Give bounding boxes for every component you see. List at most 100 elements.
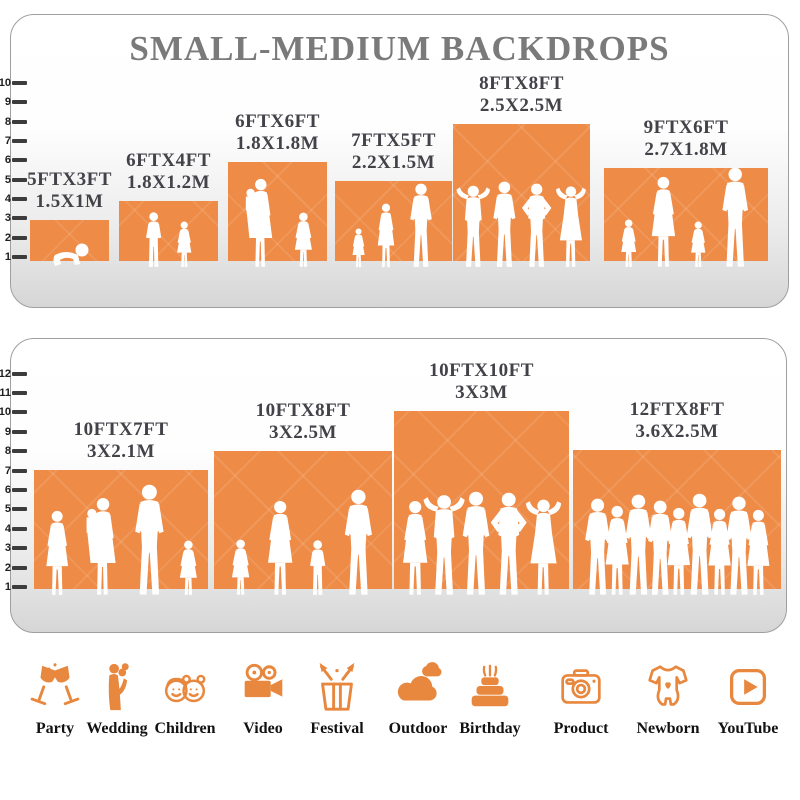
- category-party: Party: [7, 660, 103, 738]
- man-silhouette: [404, 183, 438, 268]
- size-feet: 5FTX3FT: [27, 169, 112, 190]
- backdrop-panel-medium-large: 10FTX7FT 3X2.1M 10FTX8FT 3X2.5M 10FTX10FT 3X3…: [10, 338, 787, 633]
- ruler-tick: [12, 139, 27, 144]
- party-icon: [7, 660, 103, 716]
- size-feet: 6FTX6FT: [235, 111, 320, 132]
- people-silhouettes: [604, 167, 768, 268]
- woman-holding-baby-silhouette: [238, 178, 280, 268]
- size-feet: 10FTX8FT: [255, 400, 351, 421]
- size-feet: 6FTX4FT: [126, 150, 211, 171]
- people-silhouettes: [394, 491, 569, 596]
- ruler-tick-label: 7: [4, 464, 11, 477]
- category-label: Wedding: [86, 720, 148, 737]
- children-icon: [137, 660, 233, 716]
- backdrop-size-label: 10FTX8FT 3X2.5M: [256, 400, 351, 444]
- girl-silhouette: [290, 212, 317, 268]
- category-label: Children: [154, 720, 216, 737]
- ruler-tick: [12, 371, 27, 376]
- ruler-tick-label: 1: [4, 251, 11, 263]
- ruler-tick: [12, 197, 27, 201]
- ruler-tick-label: 9: [4, 425, 11, 438]
- size-feet: 10FTX7FT: [73, 419, 169, 440]
- backdrop-size-label: 6FTX4FT 1.8X1.2M: [126, 150, 211, 194]
- ruler-tick: [12, 449, 27, 454]
- ruler-tick: [12, 100, 27, 105]
- backdrop-size-label: 7FTX5FT 2.2X1.5M: [351, 130, 436, 174]
- woman-silhouette: [741, 509, 776, 596]
- ruler-tick-label: 6: [4, 484, 11, 496]
- size-meters: 3X2.5M: [269, 422, 337, 443]
- size-meters: 3X2.1M: [87, 441, 155, 462]
- youtube-icon: [700, 660, 796, 716]
- man-silhouette: [337, 489, 380, 596]
- category-festival: Festival: [289, 660, 385, 738]
- ruler-tick: [12, 410, 27, 415]
- backdrop-size-label: 10FTX10FT 3X3M: [429, 360, 534, 404]
- size-feet: 8FTX8FT: [479, 73, 564, 94]
- ruler-tick-label: 3: [4, 212, 11, 225]
- ruler-tick-label: 7: [4, 135, 11, 148]
- girl-silhouette: [687, 221, 709, 268]
- category-youtube: YouTube: [700, 660, 796, 738]
- ruler-tick: [12, 507, 27, 512]
- ruler-tick: [12, 255, 27, 259]
- ruler-tick-label: 6: [4, 154, 11, 167]
- ruler-tick-label: 8: [4, 445, 11, 458]
- category-wedding: Wedding: [69, 660, 165, 738]
- woman-silhouette: [645, 176, 682, 268]
- category-product: Product: [533, 660, 629, 738]
- woman-arms-up-silhouette: [551, 185, 591, 268]
- category-label: YouTube: [717, 720, 779, 737]
- ruler-tick: [12, 429, 27, 434]
- ruler-tick-label: 4: [4, 193, 11, 205]
- woman-holding-baby-silhouette: [78, 497, 124, 596]
- category-children: Children: [137, 660, 233, 738]
- backdrop-size-label: 5FTX3FT 1.5X1M: [27, 169, 112, 213]
- people-silhouettes: [335, 183, 452, 268]
- backdrop-size-label: 9FTX6FT 2.7X1.8M: [644, 117, 729, 161]
- ruler-tick-label: 5: [4, 173, 11, 186]
- ruler-tick: [12, 158, 27, 163]
- backdrop-panel-small-medium: SMALL-MEDIUM BACKDROPS 5FTX3FT 1.5X1M 6FTX…: [10, 14, 789, 308]
- ruler-tick: [12, 526, 27, 531]
- category-video: Video: [215, 660, 311, 738]
- people-silhouettes: [573, 493, 781, 596]
- backdrop-size-label: 8FTX8FT 2.5X2.5M: [479, 73, 564, 117]
- outdoor-icon: [370, 660, 466, 716]
- ruler-tick-label: 9: [4, 96, 11, 109]
- size-feet: 9FTX6FT: [643, 117, 729, 138]
- ruler-tick: [12, 546, 27, 551]
- girl-silhouette: [617, 219, 640, 268]
- video-icon: [215, 660, 311, 716]
- crawling-baby-silhouette: [49, 242, 91, 268]
- backdrop-rect: [119, 201, 218, 261]
- people-silhouettes: [30, 242, 109, 268]
- category-newborn: Newborn: [620, 660, 716, 738]
- wedding-icon: [69, 660, 165, 716]
- man-silhouette: [127, 484, 172, 596]
- category-label: Birthday: [459, 720, 521, 737]
- ruler-tick-label: 8: [4, 115, 11, 128]
- ruler-tick-label: 5: [4, 503, 11, 516]
- size-meters: 2.2X1.5M: [351, 152, 436, 173]
- people-silhouettes: [453, 181, 590, 268]
- backdrop-size-label: 12FTX8FT 3.6X2.5M: [630, 399, 725, 443]
- girl-silhouette: [227, 539, 254, 596]
- ruler-tick-label: 12: [0, 367, 11, 380]
- ruler-tick: [12, 177, 27, 182]
- ruler-tick: [12, 391, 27, 395]
- people-silhouettes: [228, 178, 327, 268]
- product-icon: [533, 660, 629, 716]
- girl-silhouette: [173, 221, 195, 268]
- category-label: Newborn: [636, 720, 700, 737]
- ruler-tick: [12, 585, 27, 589]
- size-meters: 3.6X2.5M: [635, 421, 719, 442]
- category-label: Outdoor: [388, 720, 448, 737]
- size-meters: 3X3M: [455, 382, 508, 403]
- ruler-tick: [12, 488, 27, 492]
- people-silhouettes: [119, 212, 218, 268]
- ruler-tick: [12, 235, 27, 240]
- woman-arms-up-silhouette: [520, 498, 567, 596]
- backdrop-size-label: 6FTX6FT 1.8X1.8M: [235, 111, 320, 155]
